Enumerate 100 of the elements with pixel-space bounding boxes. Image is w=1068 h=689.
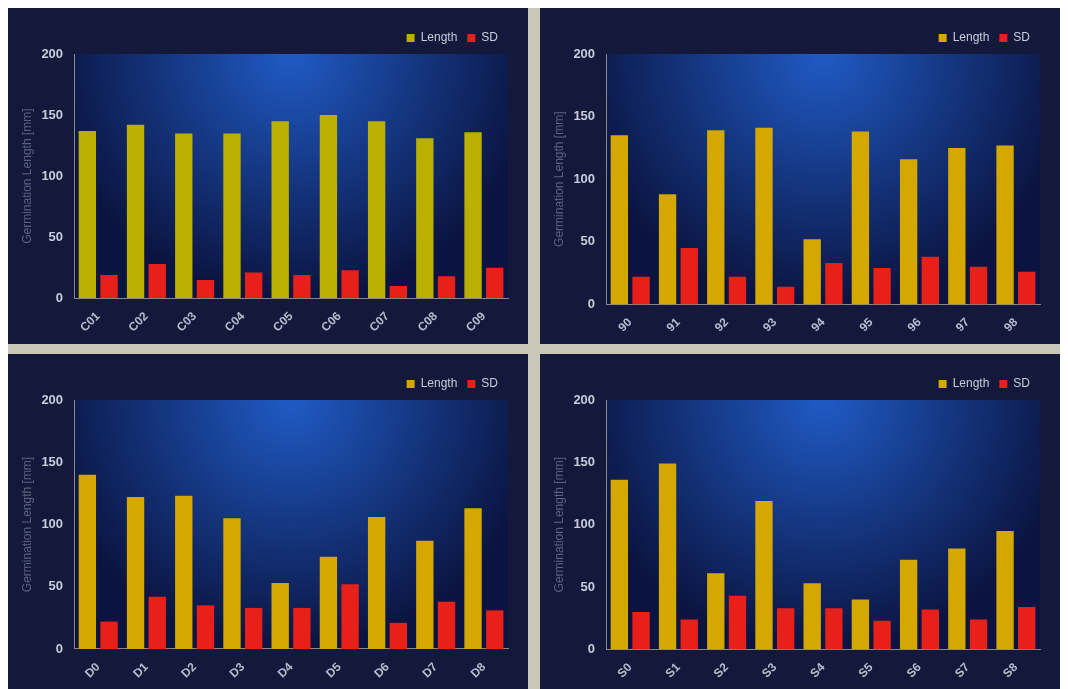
bar [78, 474, 97, 649]
legend-label: Length [420, 30, 458, 45]
x-tick-label: S4 [807, 659, 828, 681]
bar [319, 115, 338, 299]
bar [707, 130, 725, 305]
bar [996, 145, 1014, 305]
x-tick-label: S6 [903, 659, 925, 681]
bar [948, 548, 966, 650]
x-tick-label: S2 [710, 659, 732, 681]
bar [851, 599, 870, 650]
bar [969, 619, 988, 650]
bar [367, 517, 386, 649]
x-tick-label: C04 [221, 308, 248, 335]
y-tick-label: 0 [55, 289, 64, 305]
bar [755, 501, 773, 650]
bar [416, 138, 434, 299]
bar [389, 286, 407, 299]
bar [610, 135, 629, 305]
bar [680, 248, 698, 305]
y-tick-label: 50 [48, 578, 64, 594]
bar [223, 518, 241, 649]
x-tick-label: 92 [711, 314, 732, 335]
x-tick-label: D4 [274, 659, 296, 681]
bar [437, 601, 456, 649]
x-tick-label: S3 [759, 659, 780, 681]
x-tick-label: D5 [322, 659, 344, 681]
bar [658, 463, 677, 650]
bar [486, 267, 504, 299]
bar [728, 276, 747, 305]
bar [777, 286, 795, 305]
x-tick-label: 93 [759, 314, 780, 335]
bar [803, 583, 821, 650]
y-axis-title: Germination Length [mm] [551, 457, 566, 593]
bar [319, 556, 338, 649]
x-tick-label: 90 [615, 314, 635, 335]
y-tick-label: 200 [41, 45, 64, 61]
y-tick-label: 200 [41, 391, 64, 407]
bar [610, 479, 629, 650]
x-tick-label: C07 [366, 308, 393, 335]
x-tick-label: S1 [662, 659, 684, 681]
bar [245, 607, 263, 649]
x-tick-label: C01 [77, 308, 103, 335]
x-tick-label: D1 [130, 659, 152, 681]
y-tick-label: 0 [587, 295, 596, 311]
y-tick-label: 150 [41, 106, 64, 122]
x-tick-label: 95 [856, 314, 876, 335]
x-tick-label: D6 [371, 659, 393, 681]
bar [78, 130, 97, 299]
x-tick-label: 91 [663, 314, 684, 335]
x-tick-label: 94 [808, 314, 828, 335]
y-tick-label: 100 [573, 516, 596, 532]
bar [632, 276, 650, 305]
legend-label: Length [420, 376, 458, 391]
bar [148, 596, 166, 649]
x-tick-label: 98 [1001, 314, 1021, 335]
bar [223, 133, 241, 299]
bar [825, 608, 843, 650]
bar [100, 621, 118, 649]
bar [271, 121, 289, 299]
x-tick-label: S8 [1000, 659, 1021, 681]
bar [755, 127, 773, 305]
bar [632, 612, 650, 650]
y-tick-label: 0 [55, 640, 64, 656]
bar [175, 495, 193, 649]
x-tick-label: C09 [462, 308, 489, 335]
bar [873, 268, 891, 305]
y-axis-title: Germination Length [mm] [19, 456, 34, 593]
x-tick-label: S5 [855, 659, 876, 681]
bar [271, 582, 289, 649]
legend-label: Length [952, 30, 990, 45]
y-tick-label: 150 [573, 453, 596, 469]
bar [899, 159, 918, 305]
legend-label: SD [481, 30, 499, 45]
bar [680, 619, 698, 650]
bar [899, 559, 918, 650]
y-tick-label: 100 [41, 516, 64, 532]
x-tick-label: D3 [226, 659, 248, 681]
bar [464, 132, 482, 299]
x-tick-label: S7 [951, 659, 973, 681]
legend-label: SD [481, 376, 499, 391]
bar [148, 264, 166, 299]
bar [293, 275, 311, 299]
bar [389, 622, 407, 649]
bar [658, 194, 677, 305]
x-tick-label: 96 [904, 314, 925, 335]
bar [367, 121, 386, 299]
bar [464, 508, 482, 649]
bar [437, 276, 456, 299]
bar [1018, 607, 1036, 650]
y-tick-label: 100 [573, 170, 596, 186]
y-tick-label: 50 [580, 578, 596, 594]
y-tick-label: 50 [48, 228, 64, 244]
bar [707, 573, 725, 650]
x-tick-label: C02 [125, 308, 152, 335]
bar [825, 263, 843, 305]
y-tick-label: 150 [573, 108, 596, 124]
bar [969, 266, 988, 305]
x-tick-label: S0 [614, 659, 635, 681]
bar [126, 124, 145, 299]
x-tick-label: C03 [173, 308, 200, 335]
